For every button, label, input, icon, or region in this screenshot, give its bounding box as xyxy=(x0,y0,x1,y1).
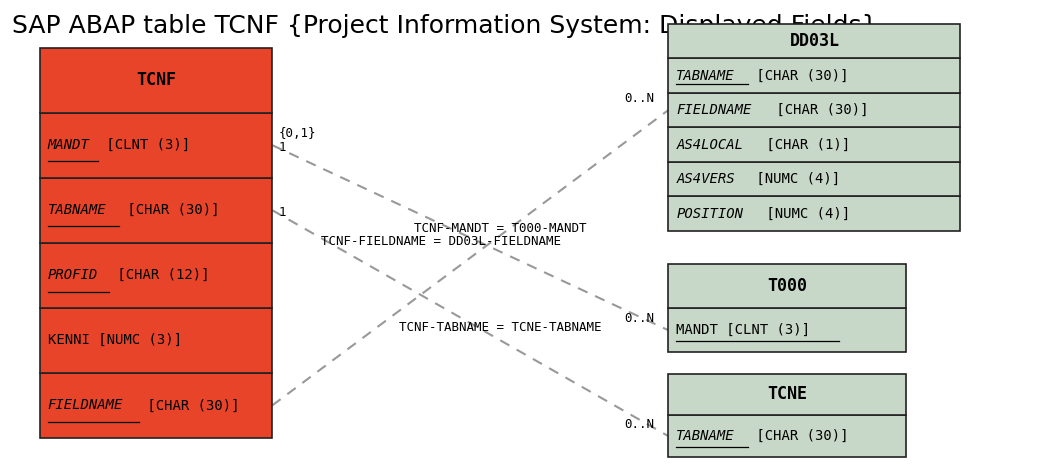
Text: PROFID: PROFID xyxy=(47,268,98,282)
Text: POSITION: POSITION xyxy=(676,207,743,220)
Text: KENNI [NUMC (3)]: KENNI [NUMC (3)] xyxy=(47,333,182,347)
Text: 0..N: 0..N xyxy=(624,92,654,105)
Text: [CHAR (30)]: [CHAR (30)] xyxy=(747,69,848,82)
Text: TABNAME: TABNAME xyxy=(676,69,735,82)
Text: 1: 1 xyxy=(279,141,286,154)
Text: AS4VERS: AS4VERS xyxy=(676,172,735,186)
Text: 0..N: 0..N xyxy=(624,312,654,325)
Text: [CHAR (30)]: [CHAR (30)] xyxy=(139,398,240,412)
Text: DD03L: DD03L xyxy=(789,32,840,50)
Bar xyxy=(668,196,961,231)
Bar xyxy=(40,178,272,243)
Bar xyxy=(40,373,272,438)
Text: TCNE: TCNE xyxy=(767,386,807,404)
Text: MANDT: MANDT xyxy=(47,138,89,152)
Text: TCNF-MANDT = T000-MANDT: TCNF-MANDT = T000-MANDT xyxy=(414,222,586,235)
Text: T000: T000 xyxy=(767,277,807,295)
Text: AS4LOCAL: AS4LOCAL xyxy=(676,138,743,151)
Text: [NUMC (4)]: [NUMC (4)] xyxy=(758,207,850,220)
Bar xyxy=(668,127,961,162)
Bar xyxy=(668,59,961,93)
Text: [CHAR (30)]: [CHAR (30)] xyxy=(768,103,868,117)
Text: FIELDNAME: FIELDNAME xyxy=(47,398,123,412)
Text: [CHAR (30)]: [CHAR (30)] xyxy=(119,203,220,217)
Text: TCNF-FIELDNAME = DD03L-FIELDNAME: TCNF-FIELDNAME = DD03L-FIELDNAME xyxy=(321,235,560,248)
Bar xyxy=(668,308,906,352)
Text: MANDT [CLNT (3)]: MANDT [CLNT (3)] xyxy=(676,323,810,337)
Text: 0..N: 0..N xyxy=(624,418,654,431)
Text: [CHAR (12)]: [CHAR (12)] xyxy=(108,268,209,282)
Text: {0,1}: {0,1} xyxy=(279,127,315,140)
Bar xyxy=(668,93,961,128)
Bar xyxy=(668,374,906,415)
Bar xyxy=(668,415,906,457)
Text: [CHAR (30)]: [CHAR (30)] xyxy=(747,429,848,443)
Text: FIELDNAME: FIELDNAME xyxy=(676,103,751,117)
Text: [CHAR (1)]: [CHAR (1)] xyxy=(758,138,850,151)
Text: SAP ABAP table TCNF {Project Information System: Displayed Fields}: SAP ABAP table TCNF {Project Information… xyxy=(12,14,878,38)
Bar xyxy=(668,162,961,196)
Bar xyxy=(668,264,906,308)
Text: [NUMC (4)]: [NUMC (4)] xyxy=(747,172,840,186)
Text: TCNF: TCNF xyxy=(136,71,176,89)
Text: TCNF-TABNAME = TCNE-TABNAME: TCNF-TABNAME = TCNE-TABNAME xyxy=(398,321,601,335)
Text: TABNAME: TABNAME xyxy=(676,429,735,443)
Bar xyxy=(40,113,272,178)
Bar xyxy=(40,243,272,308)
Bar xyxy=(40,48,272,113)
Text: TABNAME: TABNAME xyxy=(47,203,106,217)
Bar xyxy=(668,24,961,59)
Text: [CLNT (3)]: [CLNT (3)] xyxy=(99,138,190,152)
Bar xyxy=(40,308,272,373)
Text: 1: 1 xyxy=(279,206,286,219)
